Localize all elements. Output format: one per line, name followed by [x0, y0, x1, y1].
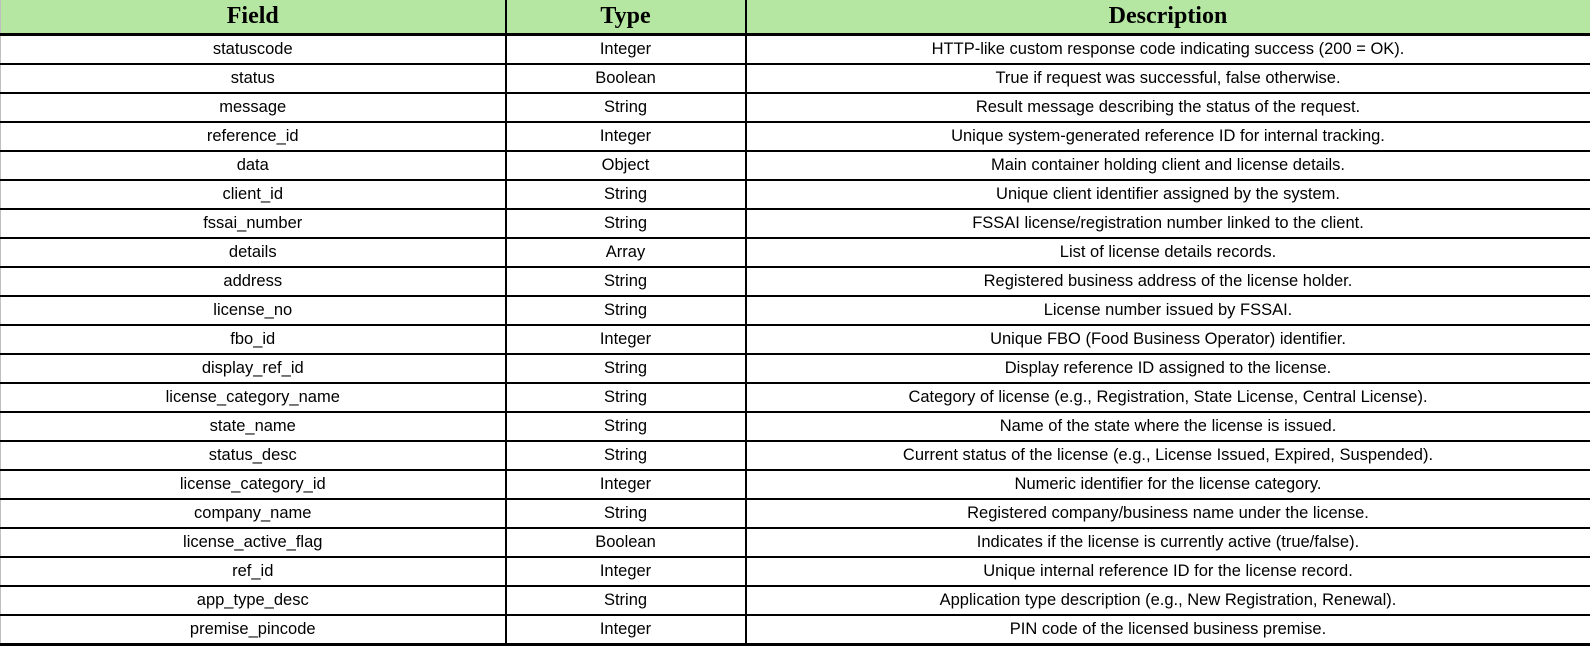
cell-description: Registered business address of the licen… [746, 267, 1590, 296]
cell-field: data [1, 151, 506, 180]
cell-description: Category of license (e.g., Registration,… [746, 383, 1590, 412]
cell-type: String [506, 93, 746, 122]
cell-field: display_ref_id [1, 354, 506, 383]
cell-description: Unique internal reference ID for the lic… [746, 557, 1590, 586]
cell-field: license_category_id [1, 470, 506, 499]
cell-type: Integer [506, 325, 746, 354]
cell-field: address [1, 267, 506, 296]
cell-field: ref_id [1, 557, 506, 586]
cell-description: Name of the state where the license is i… [746, 412, 1590, 441]
cell-field: details [1, 238, 506, 267]
cell-description: Numeric identifier for the license categ… [746, 470, 1590, 499]
cell-field: license_category_name [1, 383, 506, 412]
cell-description: Unique client identifier assigned by the… [746, 180, 1590, 209]
cell-description: Unique FBO (Food Business Operator) iden… [746, 325, 1590, 354]
cell-description: List of license details records. [746, 238, 1590, 267]
cell-description: Indicates if the license is currently ac… [746, 528, 1590, 557]
cell-field: status_desc [1, 441, 506, 470]
cell-description: Main container holding client and licens… [746, 151, 1590, 180]
cell-field: app_type_desc [1, 586, 506, 615]
cell-description: True if request was successful, false ot… [746, 64, 1590, 93]
header-row: Field Type Description [1, 0, 1590, 35]
cell-type: Integer [506, 122, 746, 151]
cell-description: Registered company/business name under t… [746, 499, 1590, 528]
cell-field: status [1, 64, 506, 93]
cell-description: Result message describing the status of … [746, 93, 1590, 122]
cell-type: String [506, 180, 746, 209]
cell-type: String [506, 499, 746, 528]
cell-type: String [506, 586, 746, 615]
cell-type: String [506, 209, 746, 238]
cell-description: FSSAI license/registration number linked… [746, 209, 1590, 238]
cell-description: PIN code of the licensed business premis… [746, 615, 1590, 645]
column-header-description: Description [746, 0, 1590, 35]
cell-field: premise_pincode [1, 615, 506, 645]
cell-type: Object [506, 151, 746, 180]
column-header-field: Field [1, 0, 506, 35]
cell-description: Application type description (e.g., New … [746, 586, 1590, 615]
cell-type: Integer [506, 35, 746, 65]
cell-type: Integer [506, 557, 746, 586]
cell-field: company_name [1, 499, 506, 528]
cell-description: License number issued by FSSAI. [746, 296, 1590, 325]
cell-field: reference_id [1, 122, 506, 151]
cell-description: Unique system-generated reference ID for… [746, 122, 1590, 151]
cell-field: message [1, 93, 506, 122]
cell-field: fbo_id [1, 325, 506, 354]
cell-description: HTTP-like custom response code indicatin… [746, 35, 1590, 65]
cell-type: Integer [506, 615, 746, 645]
cell-type: String [506, 412, 746, 441]
cell-type: Boolean [506, 528, 746, 557]
cell-type: String [506, 441, 746, 470]
cell-field: client_id [1, 180, 506, 209]
cell-type: String [506, 267, 746, 296]
cell-type: Array [506, 238, 746, 267]
cell-field: state_name [1, 412, 506, 441]
cell-type: String [506, 383, 746, 412]
cell-field: statuscode [1, 35, 506, 65]
column-header-type: Type [506, 0, 746, 35]
cell-description: Current status of the license (e.g., Lic… [746, 441, 1590, 470]
cell-description: Display reference ID assigned to the lic… [746, 354, 1590, 383]
cell-field: fssai_number [1, 209, 506, 238]
cell-type: Integer [506, 470, 746, 499]
cell-type: String [506, 296, 746, 325]
cell-type: Boolean [506, 64, 746, 93]
cell-field: license_active_flag [1, 528, 506, 557]
cell-type: String [506, 354, 746, 383]
cell-field: license_no [1, 296, 506, 325]
